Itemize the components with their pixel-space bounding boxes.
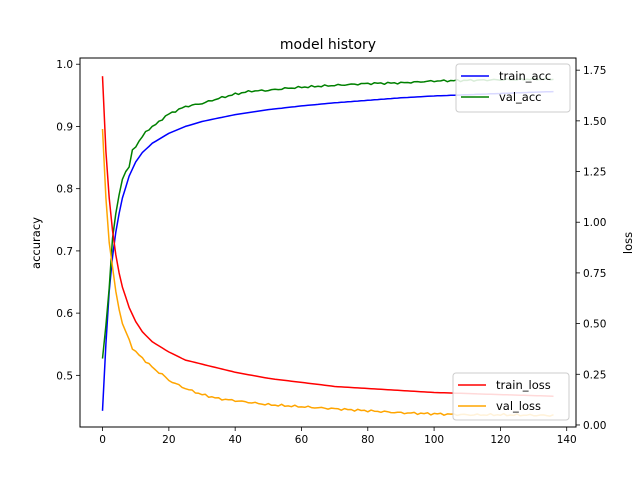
x-tick-label: 40	[228, 434, 241, 446]
x-tick-label: 80	[361, 434, 374, 446]
y-right-tick-label: 1.00	[583, 217, 606, 229]
x-tick-label: 20	[162, 434, 175, 446]
x-tick-label: 140	[557, 434, 577, 446]
y-right-tick-label: 0.75	[583, 268, 606, 280]
x-tick-label: 60	[295, 434, 308, 446]
y-left-tick-label: 0.7	[56, 246, 73, 258]
legend-train-acc-label: train_acc	[499, 69, 551, 83]
y-right-tick-label: 0.50	[583, 319, 606, 331]
axis-ticks: 0 20 40 60 80 100 120 140 0.5 0.6 0.7 0.8 0.9 1.0 0.00…	[56, 59, 606, 446]
plot-frame	[79, 57, 577, 428]
y-left-tick-label: 0.8	[56, 184, 73, 196]
y-left-tick-label: 0.9	[56, 121, 73, 133]
y-right-tick-label: 1.25	[583, 167, 606, 179]
y-axis-right-label: loss	[621, 232, 635, 254]
y-left-tick-label: 0.6	[56, 308, 73, 320]
legend-val-acc-label: val_acc	[499, 90, 542, 104]
y-right-tick-label: 0.25	[583, 369, 606, 381]
legend-train-loss-label: train_loss	[496, 378, 551, 392]
legend-loss: train_loss val_loss	[452, 372, 570, 421]
y-right-tick-label: 0.00	[583, 420, 606, 432]
x-tick-label: 100	[424, 434, 444, 446]
x-tick-label: 120	[490, 434, 510, 446]
chart-title: model history	[280, 37, 376, 53]
y-axis-left-label: accuracy	[29, 217, 43, 269]
legend-accuracy: train_acc val_acc	[455, 63, 571, 113]
y-right-tick-label: 1.50	[583, 116, 606, 128]
x-tick-label: 0	[99, 434, 106, 446]
legend-val-loss-label: val_loss	[496, 399, 541, 413]
y-left-tick-label: 0.5	[56, 370, 73, 382]
y-right-tick-label: 1.75	[583, 65, 606, 77]
y-left-tick-label: 1.0	[56, 59, 73, 71]
